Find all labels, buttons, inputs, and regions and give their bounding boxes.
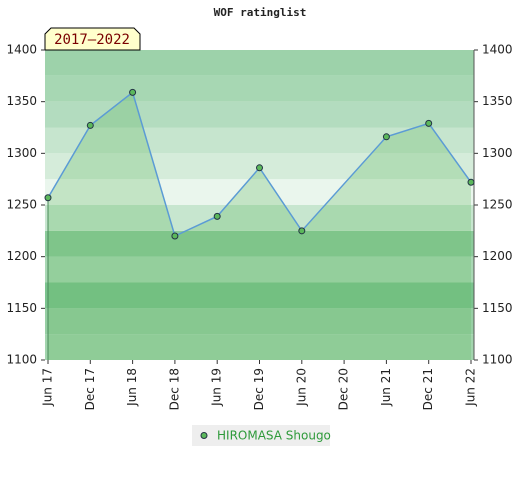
x-tick-label: Jun 21: [379, 368, 393, 407]
series-line: [47, 91, 472, 238]
x-tick-label: Jun 17: [41, 368, 55, 407]
x-tick-label: Jun 18: [125, 368, 139, 407]
area: [48, 92, 471, 360]
data-point: [86, 121, 94, 129]
x-tick-label: Dec 17: [83, 368, 97, 410]
y-tick-label: 1200: [6, 249, 37, 263]
y-tick-label: 1350: [6, 94, 37, 108]
x-tick-label: Dec 18: [167, 368, 181, 410]
x-tick-label: Dec 21: [421, 368, 435, 410]
legend-box: [192, 425, 330, 446]
x-tick-label: Dec 20: [337, 368, 351, 410]
background-band: [45, 50, 474, 76]
y-tick-label: 1150: [6, 301, 37, 315]
y-tick-label: 1250: [6, 198, 37, 212]
data-point: [213, 212, 221, 220]
y-tick-label: 1300: [6, 146, 37, 160]
background-band: [45, 205, 474, 231]
background-band: [45, 179, 474, 205]
data-point: [298, 227, 306, 235]
x-tick-label: Jun 20: [294, 368, 308, 407]
x-tick-label: Jun 19: [210, 368, 224, 407]
legend-label: HIROMASA Shougo: [217, 429, 331, 443]
legend-marker: [200, 432, 208, 439]
badge-box: [44, 27, 141, 51]
background-band: [45, 101, 474, 128]
background-band: [45, 256, 474, 283]
y2-tick-label: 1300: [482, 146, 513, 160]
y2-tick-label: 1200: [482, 249, 513, 263]
background-band: [45, 308, 474, 335]
y2-tick-label: 1400: [482, 43, 513, 57]
chart-title: WOF ratinglist: [214, 6, 307, 19]
data-point: [44, 194, 52, 202]
background-band: [45, 282, 474, 309]
y2-tick-label: 1250: [482, 198, 513, 212]
data-point: [425, 119, 433, 127]
data-point: [171, 232, 179, 240]
x-tick-label: Jun 22: [464, 368, 478, 407]
y-tick-label: 1400: [6, 43, 37, 57]
data-point: [467, 178, 475, 186]
background-band: [45, 230, 474, 257]
data-point: [256, 164, 263, 172]
data-point: [129, 88, 137, 96]
background-band: [45, 75, 474, 102]
x-tick-label: Dec 19: [252, 368, 266, 410]
badge-label: 2017–2022: [54, 32, 130, 48]
plot-area: [45, 50, 474, 360]
y2-tick-label: 1350: [482, 94, 513, 108]
y2-tick-label: 1100: [482, 353, 513, 367]
y-tick-label: 1100: [6, 353, 37, 367]
data-point: [382, 133, 390, 141]
background-band: [45, 334, 474, 360]
y2-tick-label: 1150: [482, 301, 513, 315]
